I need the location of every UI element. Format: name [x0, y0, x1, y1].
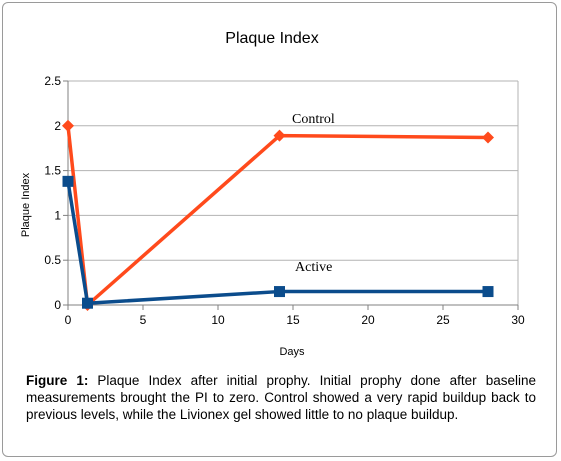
caption-text: Plaque Index after initial prophy. Initi…	[26, 373, 536, 422]
point-control	[482, 131, 494, 144]
x-tick-label: 25	[436, 313, 450, 327]
x-tick-label: 30	[511, 313, 525, 327]
x-tick-label: 0	[65, 313, 72, 327]
point-active	[62, 175, 74, 187]
y-tick-label: 1	[54, 208, 61, 222]
x-tick-label: 15	[286, 313, 300, 327]
y-tick-label: 1.5	[44, 164, 61, 178]
y-tick-label: 0.5	[44, 253, 61, 267]
y-tick-labels: 0 0.5 1 1.5 2 2.5	[44, 74, 61, 312]
x-axis-label: Days	[279, 346, 305, 358]
y-axis-label: Plaque Index	[20, 172, 32, 237]
figure-caption: Figure 1: Plaque Index after initial pro…	[26, 372, 536, 423]
y-tick-label: 2.5	[44, 74, 61, 88]
chart-title: Plaque Index	[225, 30, 318, 47]
figure-frame	[2, 2, 557, 457]
y-tick-label: 0	[54, 298, 61, 312]
point-active	[274, 286, 285, 298]
x-tick-label: 5	[140, 313, 147, 327]
point-control	[62, 119, 74, 132]
x-tick-label: 20	[361, 313, 375, 327]
series-layer	[62, 119, 494, 311]
plaque-index-chart: Plaque Index 0 0.5 1 1.5 2 2.5 0 5 10 15 20 25 30 P…	[20, 30, 525, 358]
series-line-control	[66, 125, 489, 307]
series-line-active	[66, 181, 488, 305]
x-tick-labels: 0 5 10 15 20 25 30	[65, 313, 525, 327]
point-active	[82, 297, 93, 309]
series-label-control: Control	[292, 112, 335, 127]
series-label-active: Active	[295, 260, 332, 275]
caption-label: Figure 1:	[26, 373, 89, 388]
point-control	[273, 129, 286, 142]
axes	[63, 80, 519, 310]
y-tick-label: 2	[54, 119, 61, 133]
point-active	[482, 286, 494, 298]
grid-lines	[68, 80, 519, 305]
x-tick-label: 10	[211, 313, 225, 327]
